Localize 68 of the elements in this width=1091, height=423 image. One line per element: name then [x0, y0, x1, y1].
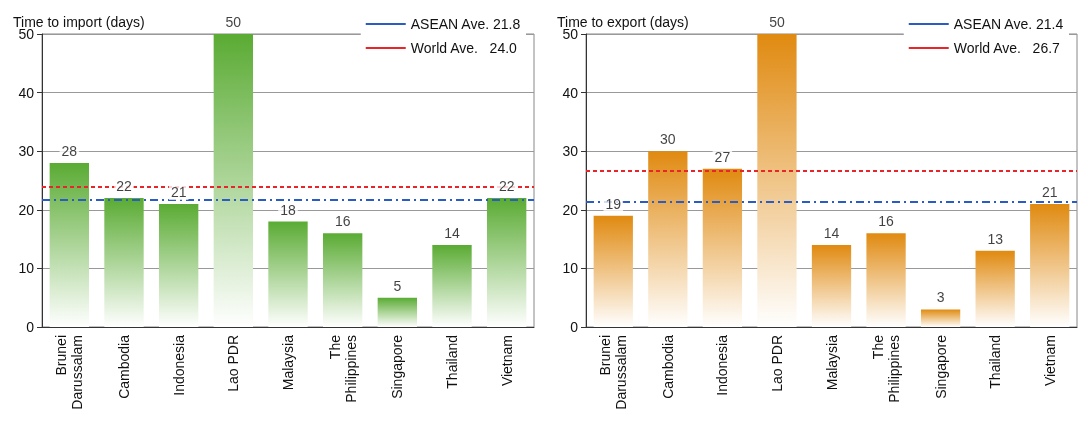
y-tick-label: 40	[562, 84, 579, 101]
y-tick-label: 30	[562, 143, 579, 160]
x-tick-label: Malaysia	[280, 334, 296, 391]
bar	[1030, 203, 1070, 327]
y-tick-label: 0	[570, 319, 579, 335]
bar	[322, 233, 363, 327]
data-label: 27	[714, 148, 731, 165]
bar	[213, 34, 254, 327]
data-label: 14	[444, 224, 460, 241]
bar	[486, 198, 527, 327]
y-tick-label: 30	[18, 143, 35, 160]
legend-label: ASEAN Ave. 21.8	[410, 16, 521, 32]
x-tick-label: Cambodia	[659, 334, 676, 399]
bar	[593, 215, 633, 327]
bar	[377, 297, 418, 327]
x-tick-label: Vietnam	[1041, 335, 1058, 387]
bar	[268, 221, 308, 327]
data-label: 14	[823, 224, 840, 241]
data-label: 28	[61, 142, 78, 159]
bar	[757, 34, 797, 327]
x-tick-label: Thailand	[987, 335, 1004, 389]
legend-label: World Ave. 24.0	[410, 40, 518, 56]
data-label: 5	[393, 277, 402, 294]
legend-label: World Ave. 26.7	[953, 40, 1061, 56]
bar	[975, 250, 1015, 327]
data-label: 19	[605, 195, 622, 212]
data-label: 18	[280, 201, 296, 218]
data-label: 21	[170, 183, 187, 200]
data-label: 16	[334, 213, 351, 230]
y-tick-label: 40	[18, 84, 35, 101]
data-label: 50	[769, 14, 785, 30]
bar	[702, 168, 743, 327]
data-label: 22	[116, 178, 132, 195]
data-label: 30	[660, 131, 676, 148]
x-tick-label: Cambodia	[116, 334, 132, 399]
x-tick-label: Brunei Darussalam	[597, 335, 630, 410]
bar	[920, 309, 961, 327]
bar	[49, 162, 90, 327]
data-label: 21	[1041, 183, 1058, 200]
x-tick-label: Singapore	[389, 334, 406, 399]
data-label: 3	[936, 289, 945, 306]
x-tick-label: Lao PDR	[768, 335, 785, 392]
y-tick-label: 0	[26, 319, 35, 335]
bar	[866, 233, 906, 327]
y-tick-label: 10	[18, 260, 35, 277]
x-tick-label: Indonesia	[170, 334, 187, 396]
y-tick-label: 10	[562, 260, 579, 277]
data-label: 16	[878, 213, 895, 230]
y-tick-label: 20	[562, 201, 579, 218]
x-tick-label: Indonesia	[714, 334, 731, 396]
data-label: 13	[987, 230, 1004, 247]
bar	[158, 203, 199, 327]
bar	[648, 151, 688, 327]
bar	[811, 244, 852, 327]
x-tick-label: Thailand	[444, 335, 460, 389]
x-tick-label: Malaysia	[823, 334, 840, 391]
bar	[104, 198, 144, 327]
x-tick-label: The Philippines	[870, 334, 903, 403]
x-tick-label: Brunei Darussalam	[53, 335, 86, 410]
y-tick-label: 20	[18, 201, 35, 218]
bar	[432, 244, 472, 327]
data-label: 50	[225, 14, 242, 30]
x-tick-label: Lao PDR	[225, 335, 242, 392]
legend-label: ASEAN Ave. 21.4	[953, 16, 1064, 32]
x-tick-label: Vietnam	[498, 335, 515, 387]
data-label: 22	[498, 178, 515, 195]
x-tick-label: The Philippines	[326, 334, 359, 403]
x-tick-label: Singapore	[932, 334, 949, 399]
